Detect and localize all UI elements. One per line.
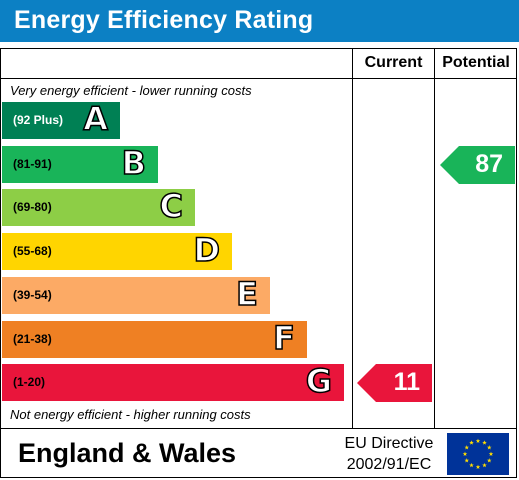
eu-directive-line1: EU Directive — [344, 435, 434, 452]
potential-rating-arrow-shape — [440, 146, 515, 184]
band-letter: C — [159, 186, 184, 226]
band-range-label: (21-38) — [13, 332, 52, 346]
potential-rating-arrow: 87 — [440, 146, 515, 184]
eu-flag-star — [482, 462, 487, 468]
column-divider-current — [352, 48, 353, 429]
band-range-label: (69-80) — [13, 200, 52, 214]
band-letter: G — [305, 361, 333, 401]
eu-flag-star — [462, 451, 468, 456]
bottom-note: Not energy efficient - higher running co… — [10, 407, 251, 422]
footer-line — [0, 428, 517, 429]
current-rating-arrow-value: 11 — [393, 368, 420, 396]
band-letter: A — [82, 99, 108, 139]
band-d: (55-68) D — [2, 230, 232, 270]
header-row-line — [0, 78, 517, 79]
eu-flag-star — [469, 440, 474, 445]
band-range-label: (92 Plus) — [13, 113, 64, 127]
eu-flag-star — [488, 451, 494, 456]
chart-frame — [0, 48, 517, 478]
band-range-label: (81-91) — [13, 157, 52, 171]
eu-flag-star — [486, 458, 492, 463]
eu-flag-icon — [447, 433, 509, 475]
band-letter: F — [272, 318, 295, 358]
band-g: (1-20) G — [2, 361, 344, 401]
band-letter: E — [235, 274, 258, 314]
chart-title: Energy Efficiency Rating — [14, 6, 314, 34]
top-note: Very energy efficient - lower running co… — [10, 83, 252, 98]
band-range-label: (1-20) — [13, 375, 46, 389]
band-letter: B — [121, 143, 147, 183]
column-header-current: Current — [364, 54, 423, 71]
eu-flag-star — [464, 445, 470, 450]
potential-rating-arrow-value: 87 — [475, 150, 503, 178]
band-f: (21-38) F — [2, 318, 307, 358]
eu-directive-text: EU Directive 2002/91/EC — [338, 433, 440, 475]
band-c: (69-80) C — [2, 186, 195, 226]
current-rating-arrow: 11 — [357, 364, 432, 402]
band-range-label: (55-68) — [13, 244, 52, 258]
eu-flag-star — [469, 462, 474, 468]
eu-flag-star — [482, 440, 487, 445]
column-header-potential: Potential — [442, 54, 510, 71]
eu-flag-star — [486, 445, 492, 450]
eu-directive-line2: 2002/91/EC — [346, 456, 432, 473]
band-range-label: (39-54) — [13, 288, 52, 302]
region-label: England & Wales — [18, 438, 237, 468]
eu-flag-star — [475, 464, 481, 469]
band-b: (81-91) B — [2, 143, 158, 183]
eu-flag-star — [475, 438, 481, 443]
eu-flag-star — [464, 458, 470, 463]
band-letter: D — [193, 230, 221, 270]
band-a: (92 Plus) A — [2, 99, 120, 139]
column-divider-potential — [434, 48, 435, 429]
current-rating-arrow-shape — [357, 364, 432, 402]
band-e: (39-54) E — [2, 274, 270, 314]
chart-header: Energy Efficiency Rating — [0, 0, 519, 42]
